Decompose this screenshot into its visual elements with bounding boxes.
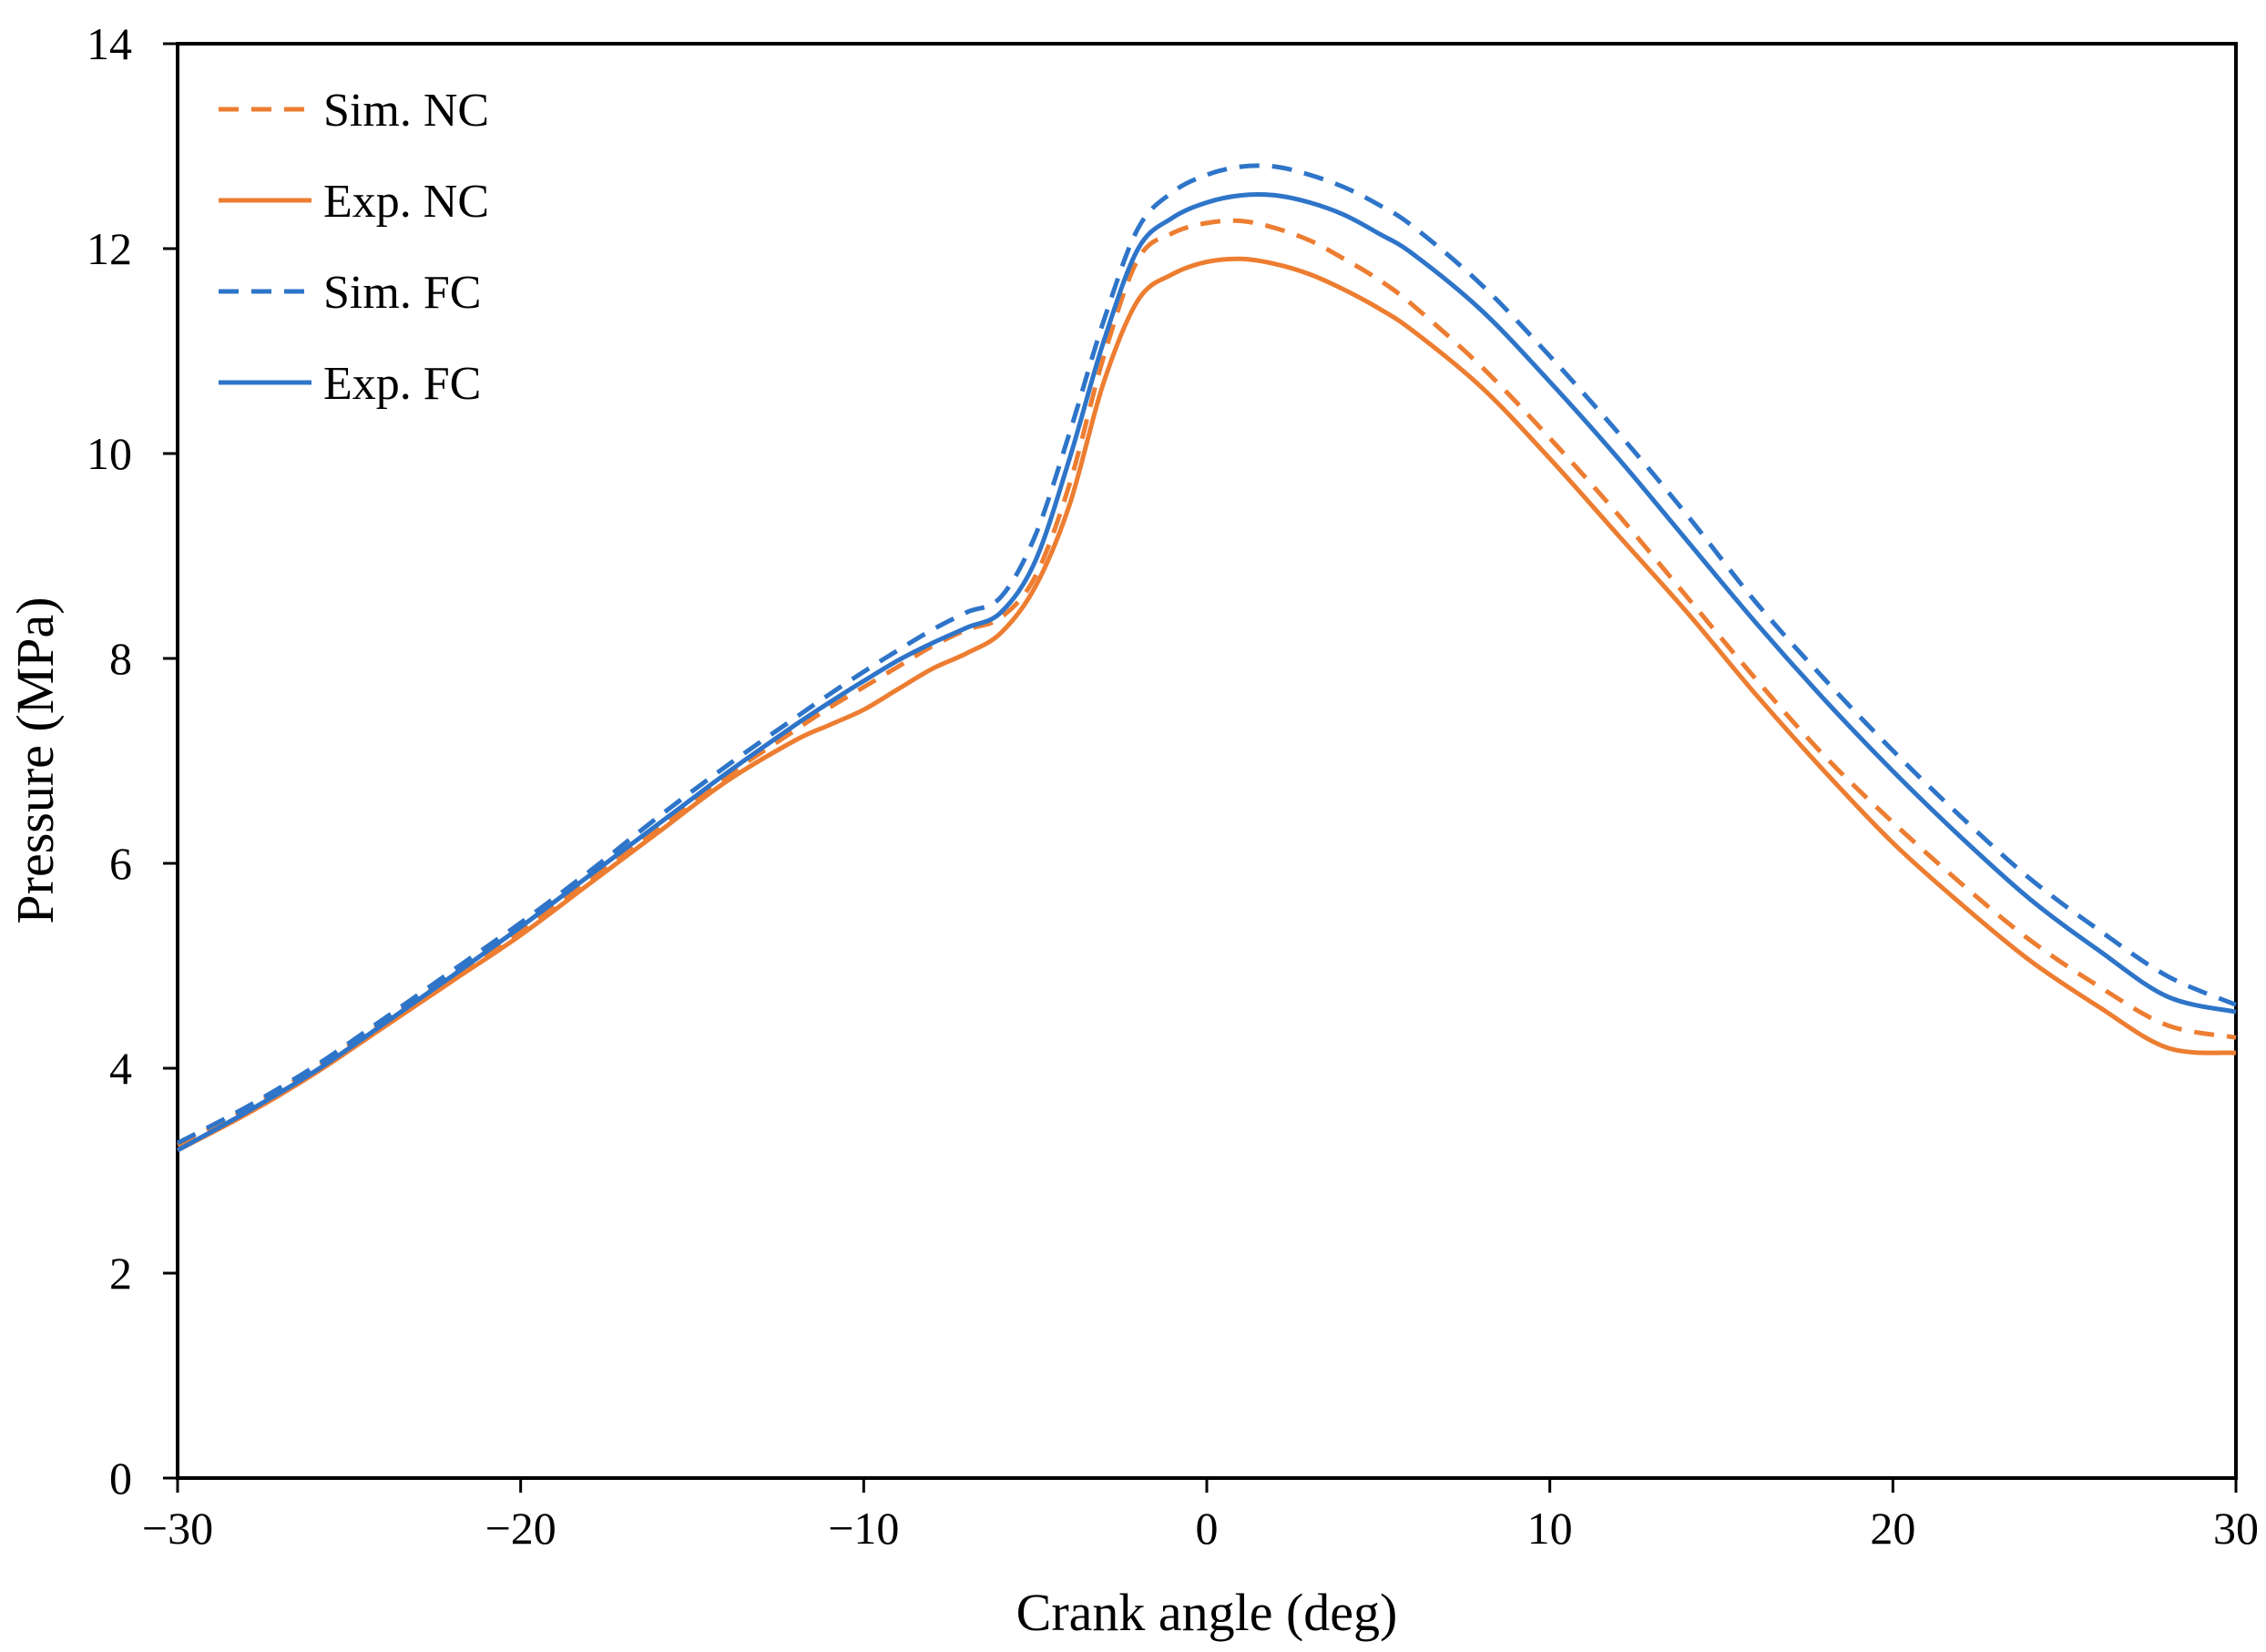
legend: Sim. NC Exp. NC Sim. FC Exp. FC xyxy=(219,85,489,410)
series-line-exp-nc xyxy=(176,256,2237,1153)
x-tick-label: 0 xyxy=(1196,1503,1219,1554)
y-tick-label: 6 xyxy=(109,838,132,889)
y-tick-label: 2 xyxy=(109,1248,132,1299)
plot-area xyxy=(176,42,2238,1480)
series-layer xyxy=(176,163,2237,1153)
legend-label-sim-nc: Sim. NC xyxy=(323,85,489,137)
x-tick-label: 30 xyxy=(2213,1503,2259,1554)
legend-label-exp-nc: Exp. NC xyxy=(323,176,489,228)
y-tick-label: 10 xyxy=(87,428,132,479)
series-line-sim-fc xyxy=(176,163,2237,1146)
tick-layer: −30 −20 −10 0 10 20 30 0 2 4 6 8 10 12 14 xyxy=(87,18,2259,1554)
series-line-exp-fc xyxy=(176,192,2237,1153)
y-tick-label: 12 xyxy=(87,223,132,274)
x-tick-label: −30 xyxy=(142,1503,213,1554)
x-tick-label: −20 xyxy=(485,1503,556,1554)
x-axis-title: Crank angle (deg) xyxy=(1016,1583,1398,1642)
y-axis-title: Pressure (MPa) xyxy=(5,597,65,923)
series-line-sim-nc xyxy=(176,218,2237,1147)
legend-label-sim-fc: Sim. FC xyxy=(323,267,481,319)
y-tick-label: 4 xyxy=(109,1043,132,1094)
y-tick-label: 0 xyxy=(109,1453,132,1504)
x-tick-label: 20 xyxy=(1870,1503,1915,1554)
x-tick-label: 10 xyxy=(1527,1503,1573,1554)
legend-label-exp-fc: Exp. FC xyxy=(323,358,481,410)
y-tick-label: 8 xyxy=(109,633,132,684)
y-tick-label: 14 xyxy=(87,18,132,69)
x-tick-label: −10 xyxy=(828,1503,899,1554)
